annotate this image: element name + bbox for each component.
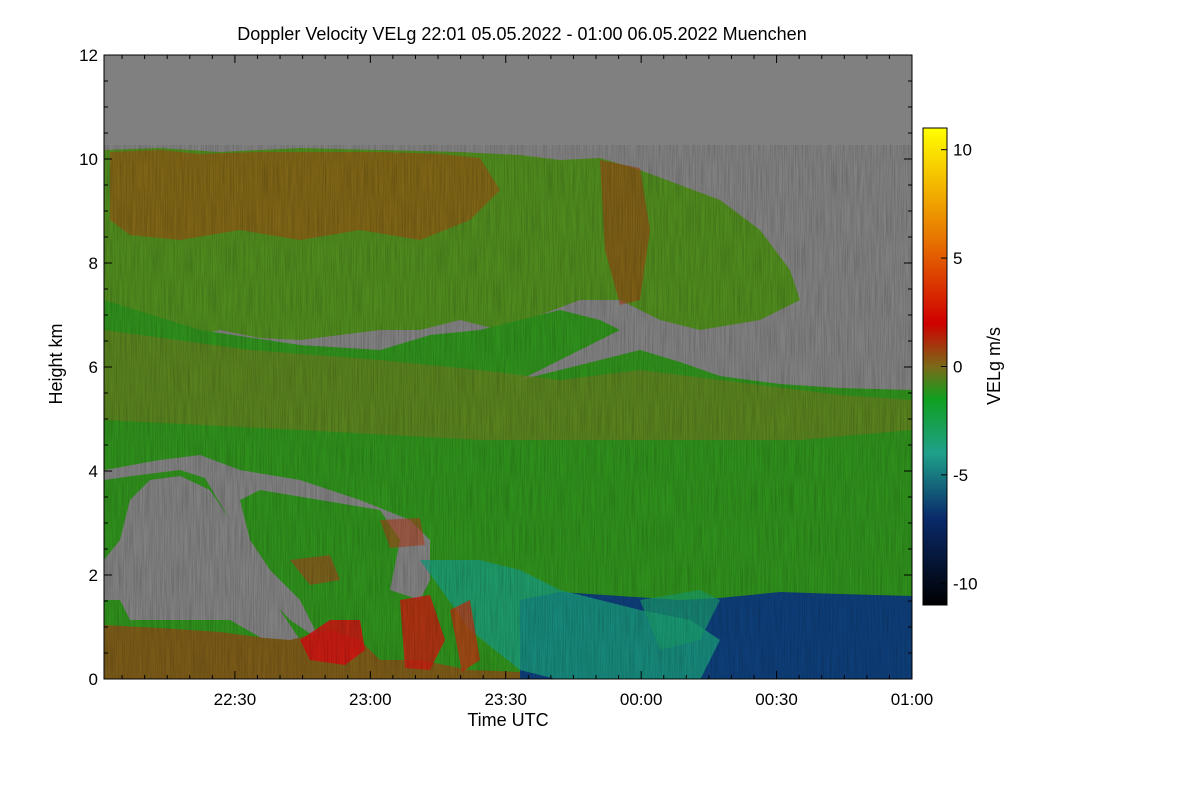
x-tick-label: 22:30	[214, 690, 257, 709]
colorbar-label: VELg m/s	[984, 327, 1004, 405]
colorbar-ticks: 10 5 0 -5 -10	[941, 141, 978, 593]
y-tick-label: 10	[79, 150, 98, 169]
x-tick-label: 00:30	[755, 690, 798, 709]
x-tick-label: 01:00	[891, 690, 934, 709]
x-axis-label: Time UTC	[467, 710, 548, 730]
colorbar-tick-label: 5	[953, 249, 962, 268]
colorbar-tick-label: 10	[953, 141, 972, 160]
y-tick-label: 4	[89, 462, 98, 481]
y-axis-ticks: 0 2 4 6 8 10 12	[79, 46, 912, 689]
y-tick-label: 2	[89, 566, 98, 585]
x-tick-label: 23:30	[484, 690, 527, 709]
x-tick-label: 00:00	[620, 690, 663, 709]
x-axis-ticks: 22:30 23:00 23:30 00:00 00:30 01:00	[121, 55, 934, 709]
y-tick-label: 12	[79, 46, 98, 65]
y-axis-label: Height km	[46, 323, 66, 404]
colorbar-tick-label: -5	[953, 466, 968, 485]
x-tick-label: 23:00	[349, 690, 392, 709]
chart-title: Doppler Velocity VELg 22:01 05.05.2022 -…	[237, 24, 806, 44]
y-tick-label: 0	[89, 670, 98, 689]
y-tick-label: 6	[89, 358, 98, 377]
colorbar-tick-label: -10	[953, 574, 978, 593]
colorbar-tick-label: 0	[953, 358, 962, 377]
plot-area	[104, 55, 912, 679]
y-tick-label: 8	[89, 254, 98, 273]
velocity-noise-texture	[104, 145, 912, 679]
